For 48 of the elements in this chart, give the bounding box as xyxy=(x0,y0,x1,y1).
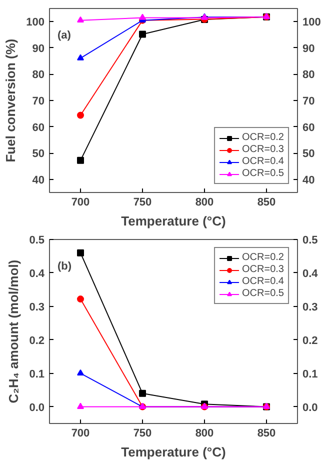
legend-label: OCR=0.4 xyxy=(242,276,284,287)
y2-tick-label: 70 xyxy=(302,96,315,108)
x-tick-label: 850 xyxy=(257,428,276,440)
y2-tick-label: 0.5 xyxy=(302,234,318,246)
legend-label: OCR=0.3 xyxy=(242,144,284,155)
y2-tick-label: 0.4 xyxy=(302,268,319,280)
annotation: (a) xyxy=(58,30,72,42)
y-axis-title: Fuel conversion (%) xyxy=(3,38,18,162)
x-tick-label: 850 xyxy=(257,196,276,208)
y-tick-label: 100 xyxy=(26,16,45,29)
y-tick-label: 0.4 xyxy=(29,268,46,280)
y-tick-label: 80 xyxy=(32,69,45,82)
y2-tick-label: 0.2 xyxy=(302,334,318,347)
legend-label: OCR=0.4 xyxy=(242,156,284,167)
x-tick-label: 800 xyxy=(195,196,214,208)
x-tick-label: 750 xyxy=(133,196,152,208)
legend-label: OCR=0.5 xyxy=(242,168,284,179)
legend-label: OCR=0.2 xyxy=(242,132,284,143)
y2-tick-label: 100 xyxy=(302,16,321,29)
y-tick-label: 0.3 xyxy=(29,301,45,314)
x-tick-label: 700 xyxy=(71,196,90,208)
x-axis-title: Temperature (°C) xyxy=(121,444,226,460)
y-tick-label: 90 xyxy=(32,42,45,55)
y-axis-title: C₂H₄ amount (mol/mol) xyxy=(6,260,22,404)
y-tick-label: 70 xyxy=(32,96,45,108)
y2-tick-label: 0.1 xyxy=(302,368,318,380)
y2-tick-label: 0.0 xyxy=(302,402,318,414)
y-tick-label: 50 xyxy=(32,148,45,160)
x-tick-label: 800 xyxy=(195,428,214,440)
y-tick-label: 0.5 xyxy=(29,234,45,246)
x-tick-label: 700 xyxy=(71,428,90,440)
y2-tick-label: 80 xyxy=(302,69,315,82)
y-tick-label: 0.2 xyxy=(29,334,45,347)
y-tick-label: 0.0 xyxy=(29,402,45,414)
y2-tick-label: 60 xyxy=(302,122,315,134)
y2-tick-label: 40 xyxy=(302,174,315,186)
x-tick-label: 750 xyxy=(133,428,152,440)
y-tick-label: 0.1 xyxy=(29,368,45,380)
legend-label: OCR=0.3 xyxy=(242,264,284,275)
annotation: (b) xyxy=(58,260,72,272)
y2-tick-label: 90 xyxy=(302,42,315,55)
legend-label: OCR=0.2 xyxy=(242,252,284,263)
y-tick-label: 40 xyxy=(32,174,45,186)
y2-tick-label: 50 xyxy=(302,148,315,160)
y-tick-label: 60 xyxy=(32,122,45,134)
y2-tick-label: 0.3 xyxy=(302,301,318,314)
x-axis-title: Temperature (°C) xyxy=(121,214,226,228)
legend-label: OCR=0.5 xyxy=(242,288,284,299)
